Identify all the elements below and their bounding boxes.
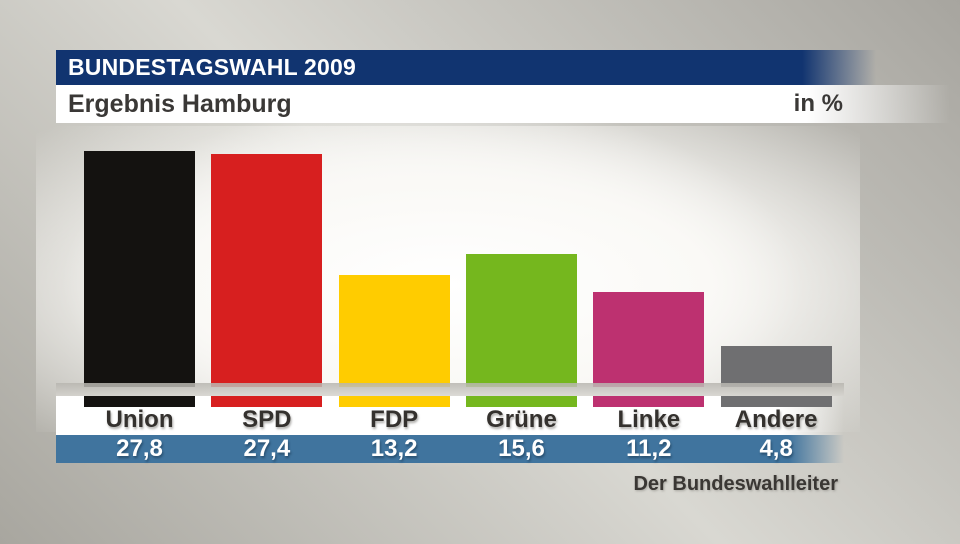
value-label-spd: 27,4 xyxy=(243,435,291,462)
value-label-linke: 11,2 xyxy=(626,435,672,462)
unit-label: in % xyxy=(793,90,843,117)
bar-spd xyxy=(211,154,323,387)
baseline-strip xyxy=(56,383,844,396)
value-label-andere: 4,8 xyxy=(759,435,793,462)
bar-stub-gruene xyxy=(465,396,577,407)
subtitle-bar: Ergebnis Hamburg in % xyxy=(56,85,950,123)
category-label-gruene: Grüne xyxy=(486,406,557,433)
subtitle: Ergebnis Hamburg xyxy=(68,90,292,118)
title-banner: BUNDESTAGSWAHL 2009 xyxy=(56,50,876,85)
category-label-andere: Andere xyxy=(734,406,818,433)
category-label-spd: SPD xyxy=(242,406,292,433)
category-label-linke: Linke xyxy=(617,406,681,433)
bar-gruene xyxy=(465,254,577,387)
bar-stub-linke xyxy=(593,396,705,407)
value-label-gruene: 15,6 xyxy=(498,435,545,462)
bar-andere xyxy=(720,346,832,387)
bar-union xyxy=(84,150,195,387)
bar-fdp xyxy=(338,274,450,387)
values-band xyxy=(56,435,844,463)
bar-stub-fdp xyxy=(338,396,450,407)
bar-linke xyxy=(593,291,705,387)
bar-stub-spd xyxy=(211,396,323,407)
source-credit: Der Bundeswahlleiter xyxy=(633,473,838,495)
page-title: BUNDESTAGSWAHL 2009 xyxy=(68,54,356,80)
value-label-fdp: 13,2 xyxy=(370,435,418,462)
category-label-fdp: FDP xyxy=(370,406,419,433)
bar-stub-union xyxy=(84,396,195,407)
bar-stub-andere xyxy=(720,396,832,407)
category-label-union: Union xyxy=(105,406,174,433)
value-label-union: 27,8 xyxy=(116,435,163,462)
